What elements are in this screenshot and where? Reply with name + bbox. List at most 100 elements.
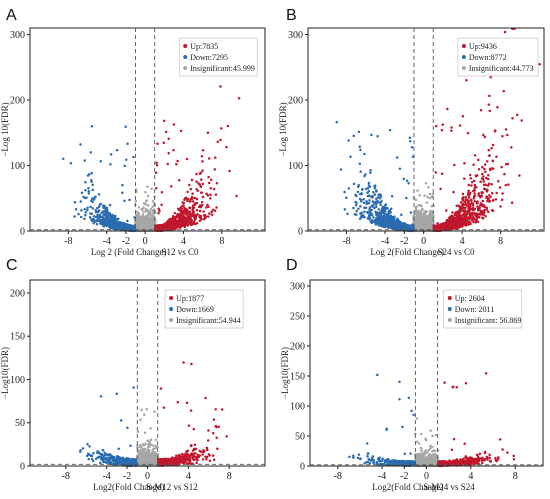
data-point — [400, 222, 403, 226]
data-point — [417, 211, 421, 215]
data-point — [460, 205, 464, 208]
data-point — [108, 213, 111, 217]
data-point — [368, 198, 371, 202]
data-point — [463, 177, 466, 180]
data-point — [135, 220, 139, 224]
data-point — [430, 213, 434, 217]
data-point — [475, 212, 478, 216]
data-point — [195, 221, 199, 225]
data-point — [174, 227, 177, 231]
data-point — [428, 192, 432, 196]
data-point — [345, 196, 348, 200]
data-point — [235, 194, 238, 198]
data-point — [354, 200, 357, 204]
data-point — [145, 408, 149, 411]
data-point — [379, 203, 382, 207]
data-point — [486, 184, 490, 187]
legend-marker-up — [461, 44, 466, 48]
data-point — [126, 142, 129, 146]
data-point — [396, 219, 399, 222]
data-point — [195, 201, 199, 205]
data-point — [209, 178, 213, 181]
panel-letter: C — [6, 257, 18, 274]
x-tick-label: 8 — [219, 236, 224, 247]
data-point — [120, 222, 123, 225]
panel-letter: B — [286, 7, 297, 24]
data-point — [416, 189, 419, 192]
data-point — [473, 183, 477, 187]
data-point — [479, 109, 483, 112]
data-point — [91, 188, 95, 192]
data-point — [397, 226, 401, 230]
data-point — [415, 215, 418, 219]
data-point — [83, 217, 86, 221]
data-point — [145, 223, 149, 226]
data-point — [104, 222, 108, 225]
data-point — [145, 199, 149, 202]
data-point — [476, 201, 479, 205]
data-point — [427, 186, 430, 189]
data-point — [450, 129, 453, 133]
data-point — [128, 225, 131, 229]
data-point — [69, 162, 73, 165]
data-point — [215, 206, 218, 209]
data-point — [497, 179, 500, 183]
data-point — [90, 197, 94, 200]
data-point — [155, 161, 158, 165]
data-point — [86, 208, 89, 212]
data-point — [468, 207, 472, 211]
data-point — [357, 184, 361, 187]
data-point — [146, 214, 150, 218]
data-point — [117, 217, 120, 221]
data-point — [373, 201, 377, 205]
data-point — [219, 85, 222, 88]
x-tick-label: 0 — [143, 236, 148, 247]
data-point — [210, 213, 214, 216]
data-point — [112, 224, 115, 228]
data-point — [434, 124, 438, 128]
data-point — [402, 177, 406, 181]
data-point — [183, 206, 186, 210]
data-point — [97, 217, 101, 221]
data-point — [365, 200, 368, 203]
data-point — [201, 160, 204, 163]
data-point — [491, 199, 495, 202]
data-point — [372, 190, 375, 194]
data-point — [214, 193, 218, 196]
data-point — [191, 209, 195, 213]
data-point — [83, 159, 87, 162]
data-point — [452, 222, 455, 226]
data-point — [208, 212, 211, 215]
data-point — [186, 220, 190, 223]
data-point — [87, 189, 91, 193]
data-point — [413, 221, 417, 225]
data-point — [185, 208, 189, 212]
data-point — [458, 216, 461, 219]
data-point — [198, 172, 202, 175]
data-point — [143, 413, 146, 416]
data-point — [458, 124, 462, 127]
data-point — [389, 221, 392, 225]
panel-letter: A — [6, 7, 17, 24]
data-point — [431, 221, 434, 225]
data-point — [173, 211, 177, 215]
data-point — [439, 187, 442, 191]
data-point — [139, 227, 142, 230]
data-point — [442, 224, 445, 227]
data-point — [83, 207, 86, 211]
data-point — [447, 216, 451, 220]
data-point — [97, 193, 101, 196]
data-point — [91, 183, 94, 187]
data-point — [503, 30, 507, 34]
data-point — [102, 222, 105, 225]
data-point — [140, 408, 143, 412]
data-point — [176, 214, 180, 218]
data-point — [89, 212, 92, 215]
data-point — [202, 217, 206, 221]
data-point — [389, 215, 393, 218]
data-point — [182, 219, 186, 222]
data-point — [183, 225, 187, 229]
data-point — [468, 192, 471, 196]
data-point — [459, 200, 463, 204]
data-point — [189, 223, 193, 226]
